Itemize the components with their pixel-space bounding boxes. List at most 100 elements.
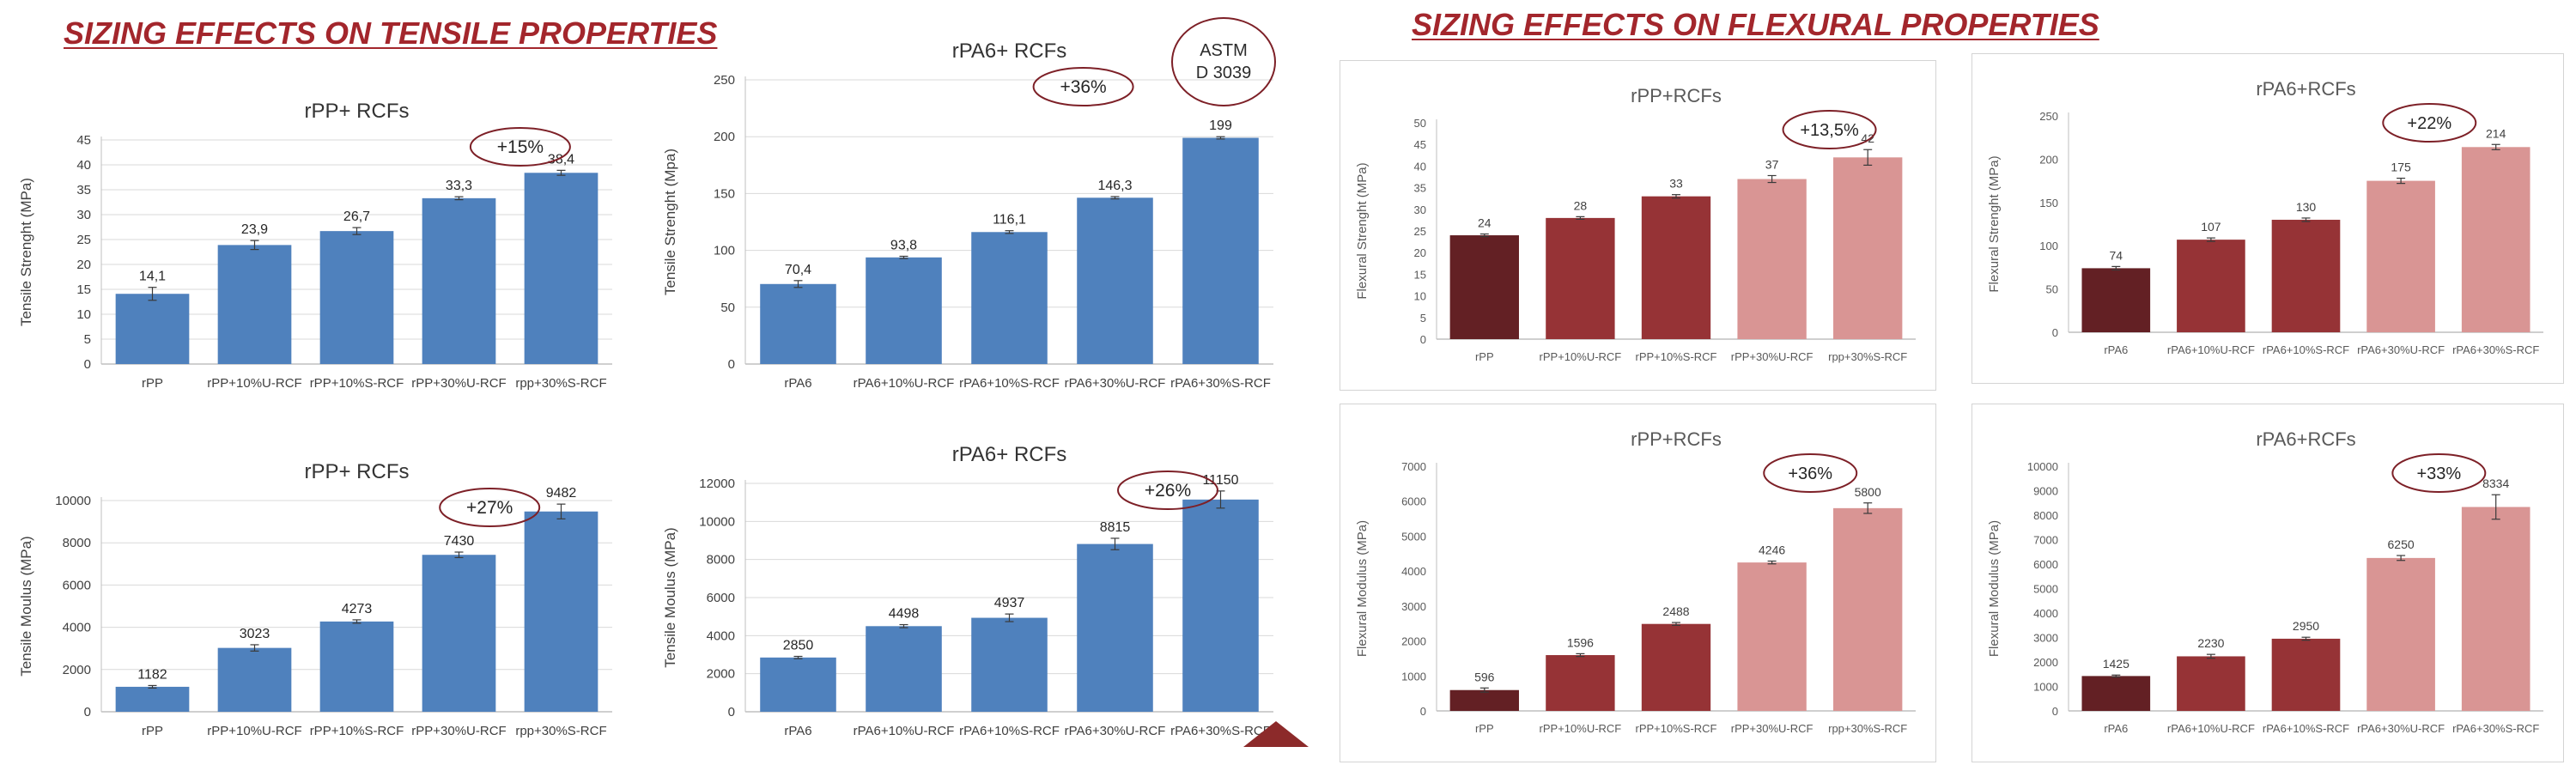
data-label: 1182 (137, 667, 167, 682)
bar (422, 555, 496, 712)
bar (1641, 196, 1711, 339)
data-label: 4937 (994, 596, 1025, 610)
chart-title: rPP+ RCFs (304, 460, 409, 483)
y-tick-label: 50 (1414, 117, 1426, 130)
annotation-text: +15% (497, 137, 544, 157)
data-label: 130 (2296, 200, 2317, 214)
bar (1546, 217, 1615, 339)
x-tick-label: rPP+10%S-RCF (1636, 350, 1717, 363)
bar (115, 294, 190, 364)
x-tick-label: rPP (1475, 350, 1494, 363)
y-axis-label: Tensile Moulus (MPa) (18, 536, 34, 676)
y-tick-label: 15 (76, 282, 91, 297)
y-tick-label: 2000 (63, 663, 91, 677)
chart-title: rPA6+ RCFs (952, 39, 1067, 63)
annotation-ellipse (1117, 470, 1218, 510)
x-tick-label: rPA6+10%U-RCF (2167, 722, 2255, 735)
chart-panel-flexural-strength-rpa6: rPA6+RCFs 0 50 100 150 200 250 Flexural Strengh… (1971, 53, 2564, 384)
chart-title: rPP+RCFs (1631, 85, 1722, 106)
chart-title: rPA6+RCFs (2256, 78, 2355, 100)
chart-title: rPA6+RCFs (2256, 428, 2355, 450)
annotation-text: +27% (466, 498, 513, 518)
data-label: 38,4 (548, 152, 574, 167)
data-label: 23,9 (241, 222, 268, 237)
data-label: 8815 (1100, 520, 1131, 535)
y-tick-label: 6000 (1401, 495, 1426, 508)
x-tick-label: rPA6 (2104, 343, 2128, 356)
y-tick-label: 0 (2052, 326, 2058, 339)
x-tick-label: rPP+10%U-RCF (1540, 722, 1622, 735)
chart-tensile-modulus-rpa6: rPA6+ RCFs 0 2000 4000 6000 8000 10000 12000 Ten… (662, 443, 1273, 738)
chart-flexural-modulus-rpa6: rPA6+RCFs 0 1000 2000 3000 4000 5000 6000 7000 80… (1987, 428, 2543, 735)
y-tick-label: 0 (1420, 333, 1426, 346)
y-axis-label: Flexural Strenght (MPa) (1987, 155, 2002, 292)
x-tick-label: rPP+10%S-RCF (310, 376, 404, 391)
data-label: 93,8 (890, 238, 917, 252)
bar (1182, 499, 1259, 712)
y-tick-label: 250 (2039, 110, 2058, 123)
bar (1737, 179, 1807, 339)
y-tick-label: 250 (714, 73, 735, 88)
data-label: 74 (2110, 248, 2123, 262)
chart-panel-flexural-modulus-rpa6: rPA6+RCFs 0 1000 2000 3000 4000 5000 6000 7000 80… (1971, 404, 2564, 762)
y-axis-label: Flexural Modulus (MPa) (1987, 520, 2002, 657)
data-label: 4246 (1759, 543, 1785, 556)
y-axis-label: Flexural Modulus (MPa) (1355, 520, 1370, 657)
x-tick-label: rPA6+10%S-RCF (2263, 343, 2349, 356)
x-tick-label: rpp+30%S-RCF (515, 376, 606, 391)
x-tick-label: rPA6+10%S-RCF (2263, 722, 2349, 735)
x-tick-label: rpp+30%S-RCF (515, 724, 606, 738)
x-tick-label: rPA6+30%U-RCF (1065, 376, 1166, 391)
y-tick-label: 7000 (2033, 534, 2058, 547)
y-tick-label: 8000 (63, 536, 91, 550)
data-label: 2850 (783, 638, 814, 653)
y-tick-label: 45 (1414, 138, 1426, 151)
bar (2461, 507, 2530, 711)
y-tick-label: 10000 (699, 514, 735, 529)
bar (1077, 543, 1153, 712)
bar (1833, 507, 1903, 711)
x-tick-label: rPP+10%U-RCF (207, 376, 301, 391)
bar (524, 173, 598, 364)
data-label: 24 (1478, 216, 1492, 230)
annotation-ellipse (2382, 103, 2477, 143)
y-tick-label: 6000 (63, 578, 91, 592)
annotation-text: +33% (2416, 464, 2461, 483)
y-tick-label: 2000 (1401, 635, 1426, 648)
data-label: 3023 (240, 627, 270, 641)
bar (2461, 147, 2530, 332)
y-tick-label: 100 (714, 244, 735, 258)
chart-title: rPA6+ RCFs (952, 443, 1067, 466)
x-tick-label: rpp+30%S-RCF (1828, 722, 1907, 735)
chart-flexural-strength-rpa6: rPA6+RCFs 0 50 100 150 200 250 Flexural Strengh… (1987, 78, 2543, 356)
bar (2177, 240, 2245, 332)
x-tick-label: rPP (142, 724, 163, 738)
y-tick-label: 6000 (2033, 558, 2058, 571)
y-tick-label: 0 (84, 357, 91, 372)
annotation-text: +36% (1060, 77, 1106, 97)
bar (2366, 557, 2435, 711)
bar (1449, 689, 1519, 711)
x-tick-label: rPP+30%U-RCF (411, 376, 506, 391)
bar (1182, 137, 1259, 365)
astm-stamp: ASTM D 3039 (1171, 17, 1276, 106)
bar (319, 231, 394, 364)
chart-panel-tensile-modulus-rpa6: rPA6+ RCFs 0 2000 4000 6000 8000 10000 12000 Ten… (653, 425, 1292, 760)
astm-stamp-line2: D 3039 (1195, 64, 1252, 82)
data-label: 33 (1669, 177, 1683, 191)
y-tick-label: 5 (1420, 312, 1426, 325)
data-label: 596 (1474, 670, 1495, 683)
x-tick-label: rPA6 (2104, 722, 2128, 735)
x-tick-label: rPA6+30%S-RCF (2452, 343, 2539, 356)
data-label: 14,1 (139, 270, 166, 284)
x-tick-label: rPA6+10%U-RCF (2167, 343, 2255, 356)
x-tick-label: rPA6+10%S-RCF (959, 724, 1060, 738)
bar (319, 621, 394, 712)
y-tick-label: 25 (1414, 225, 1426, 238)
y-tick-label: 40 (1414, 160, 1426, 173)
data-label: 4498 (889, 607, 920, 622)
chart-flexural-modulus-rpp: rPP+RCFs 0 1000 2000 3000 4000 5000 6000 7000 Fle… (1355, 428, 1916, 735)
annotation-ellipse (2391, 453, 2487, 493)
bar (2081, 268, 2151, 332)
y-tick-label: 1000 (2033, 681, 2058, 694)
